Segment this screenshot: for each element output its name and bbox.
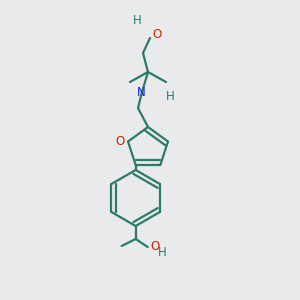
Text: N: N	[136, 86, 146, 100]
Text: H: H	[133, 14, 141, 28]
Text: H: H	[166, 89, 174, 103]
Text: H: H	[158, 247, 167, 260]
Text: O: O	[116, 135, 125, 148]
Text: O: O	[150, 241, 159, 254]
Text: O: O	[152, 28, 162, 41]
